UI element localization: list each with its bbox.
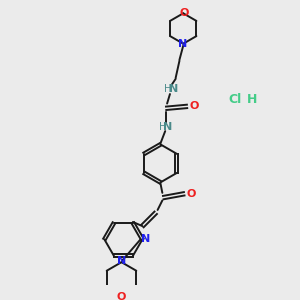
Text: N: N bbox=[164, 122, 173, 132]
Text: N: N bbox=[178, 39, 187, 49]
Text: H: H bbox=[164, 84, 172, 94]
Text: N: N bbox=[141, 234, 150, 244]
Text: N: N bbox=[169, 84, 178, 94]
Text: O: O bbox=[179, 8, 189, 18]
Text: O: O bbox=[189, 101, 198, 111]
Text: O: O bbox=[117, 292, 126, 300]
Text: Cl: Cl bbox=[229, 93, 242, 106]
Text: N: N bbox=[117, 256, 126, 266]
Text: O: O bbox=[186, 189, 196, 199]
Text: H: H bbox=[247, 93, 257, 106]
Text: H: H bbox=[159, 122, 166, 132]
